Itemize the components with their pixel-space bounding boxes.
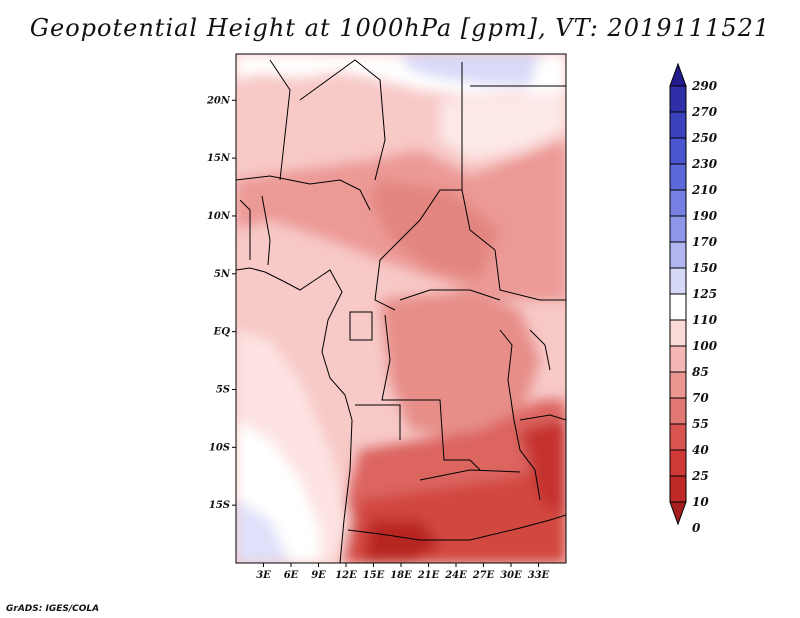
lon-tick-label: 21E [417,570,440,581]
colorbar-label: 270 [691,105,718,119]
colorbar-segment [669,111,687,139]
lon-tick-label: 24E [444,570,467,581]
colorbar-segment [669,293,687,321]
lat-tick-label: 10N [207,211,231,222]
lon-tick-label: 6E [284,570,299,581]
colorbar-segment [669,449,687,477]
lon-tick-label: 12E [335,570,357,581]
colorbar-segment [669,189,687,217]
colorbar-segment [669,241,687,269]
lon-tick-label: 9E [311,570,326,581]
colorbar-segment [669,137,687,165]
colorbar-label: 25 [691,469,709,483]
map-title: Geopotential Height at 1000hPa [gpm], VT… [29,14,771,42]
latitude-axis: 20N 15N 10N 5N EQ 5S 10S 15S [206,95,236,511]
colorbar-label: 230 [691,157,718,171]
colorbar-segment [669,371,687,399]
colorbar-segment [669,345,687,373]
lat-tick-label: 5N [214,269,231,280]
longitude-axis: 3E 6E 9E 12E 15E 18E 21E 24E 27E 30E 33E [256,563,550,581]
geopotential-shading [236,54,566,563]
colorbar: 2902702502302101901701501251101008570554… [669,62,718,535]
lat-tick-label: 5S [216,384,230,395]
country-boundaries [236,59,566,563]
colorbar-label: 110 [692,313,718,327]
colorbar-segment [669,267,687,295]
lat-tick-label: EQ [213,327,231,338]
colorbar-segment [669,475,687,503]
colorbar-label: 170 [692,235,718,249]
colorbar-segment [669,85,687,113]
lon-tick-label: 27E [472,570,495,581]
lon-tick-label: 3E [256,570,271,581]
lon-tick-label: 30E [500,570,522,581]
colorbar-segment [669,397,687,425]
colorbar-label: 290 [691,79,718,93]
colorbar-label: 55 [692,417,709,431]
colorbar-label: 0 [692,521,701,535]
colorbar-label: 125 [692,287,717,301]
lon-tick-label: 18E [390,570,412,581]
colorbar-label: 210 [691,183,718,197]
colorbar-label: 190 [692,209,718,223]
colorbar-segment [669,215,687,243]
colorbar-bottom-arrow [669,501,687,526]
colorbar-top-arrow [669,62,687,87]
colorbar-label: 150 [692,261,718,275]
lat-tick-label: 15N [207,153,231,164]
colorbar-label: 10 [692,495,709,509]
lat-tick-label: 20N [206,95,231,106]
lon-tick-label: 33E [528,570,550,581]
colorbar-label: 100 [692,339,718,353]
lon-tick-label: 15E [363,570,385,581]
colorbar-segment [669,423,687,451]
colorbar-segment [669,163,687,191]
colorbar-label: 85 [692,365,709,379]
colorbar-label: 40 [692,443,709,457]
colorbar-label: 250 [691,131,718,145]
grads-credit: GrADS: IGES/COLA [6,604,100,614]
colorbar-label: 70 [692,391,709,405]
lat-tick-label: 10S [209,442,230,453]
lat-tick-label: 15S [209,500,230,511]
colorbar-segment [669,319,687,347]
